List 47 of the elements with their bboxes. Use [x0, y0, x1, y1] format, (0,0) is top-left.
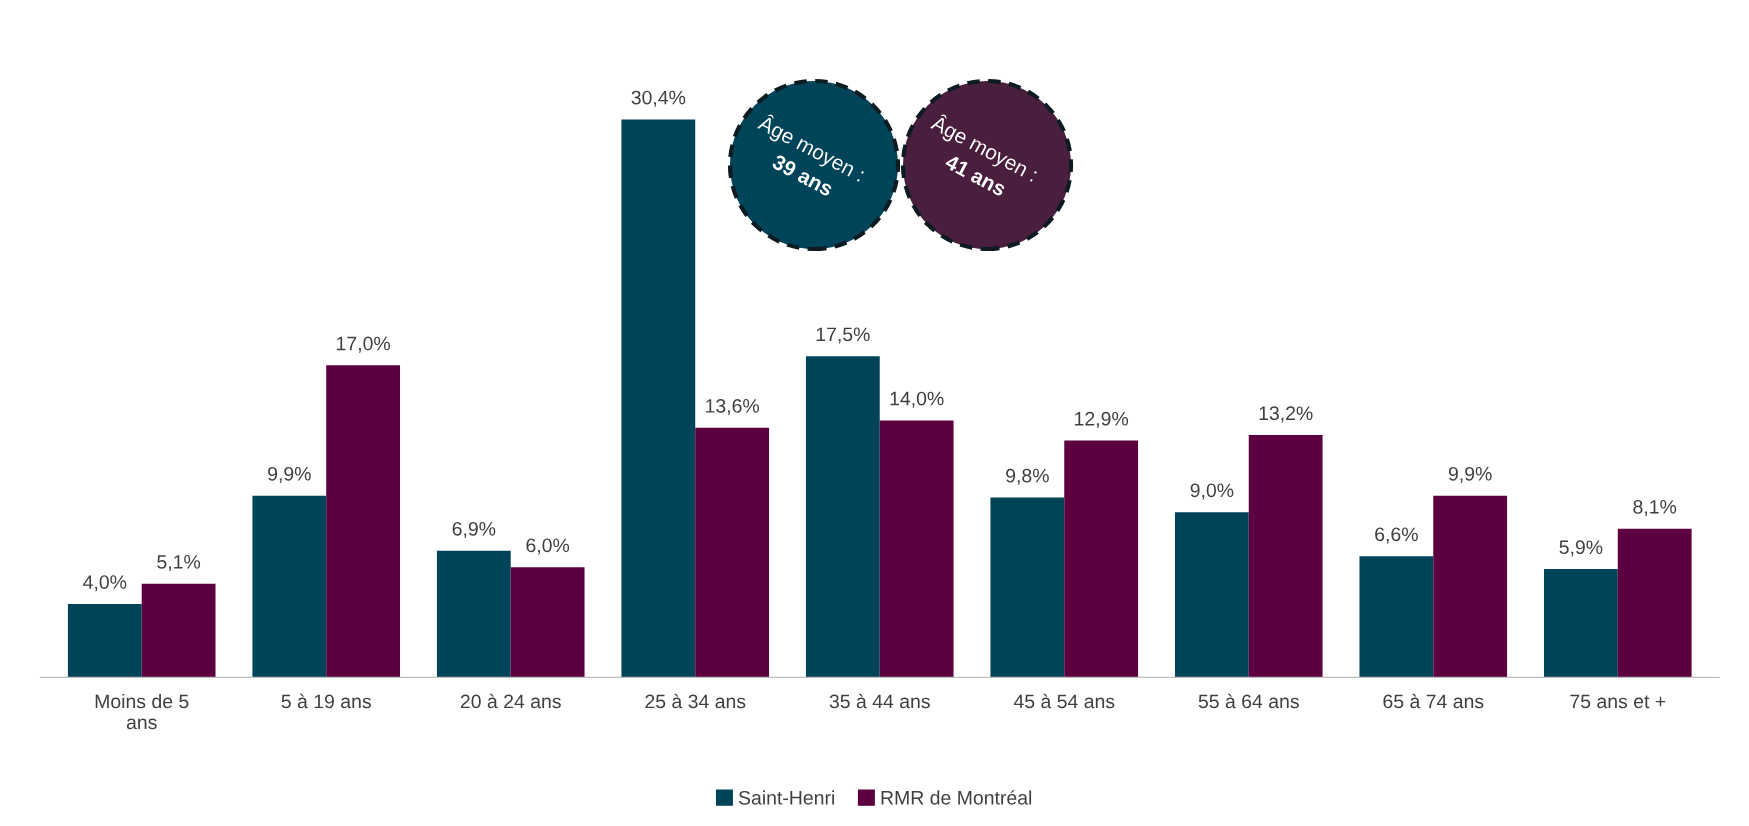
x-tick-label: 35 à 44 ans	[829, 693, 930, 709]
bar	[326, 365, 401, 678]
data-label: 30,4%	[631, 90, 686, 107]
data-label: 9,9%	[268, 466, 311, 483]
x-tick-label: 65 à 74 ans	[1383, 693, 1484, 709]
data-label: 12,9%	[1075, 411, 1129, 428]
x-tick-label: 20 à 24 ans	[460, 693, 561, 709]
bar	[990, 497, 1065, 678]
data-label: 13,2%	[1259, 406, 1313, 423]
data-label: 6,9%	[452, 521, 496, 539]
bar	[1174, 512, 1249, 678]
bar	[879, 420, 954, 678]
bar	[621, 119, 696, 678]
x-tick-label: 45 à 54 ans	[1013, 693, 1115, 709]
x-tick-label: 55 à 64 ans	[1198, 693, 1299, 709]
x-tick-label: 25 à 34 ans	[645, 693, 746, 709]
bar	[695, 427, 770, 678]
data-label: 17,5%	[816, 327, 870, 344]
bar	[67, 603, 142, 678]
data-label: 8,1%	[1633, 499, 1677, 517]
x-tick-label: 75 ans et +	[1570, 694, 1666, 709]
data-label: 13,6%	[706, 399, 760, 416]
data-label: 9,0%	[1190, 483, 1234, 500]
bar	[1248, 435, 1323, 678]
data-label: 14,0%	[890, 391, 944, 408]
data-label: 6,0%	[526, 538, 570, 555]
bar	[141, 583, 216, 678]
bar	[510, 567, 585, 678]
bar	[1543, 569, 1618, 678]
bar	[805, 356, 880, 678]
data-label: 5,9%	[1559, 540, 1603, 557]
bar	[1433, 495, 1508, 678]
data-label: 17,0%	[337, 336, 390, 353]
data-label: 4,0%	[83, 575, 127, 592]
data-label: 5,1%	[157, 555, 201, 572]
bar	[436, 550, 511, 678]
x-tick-label: 5 à 19 ans	[281, 693, 371, 709]
data-label: 9,8%	[1006, 468, 1049, 485]
data-label: 6,6%	[1375, 527, 1418, 544]
data-label: 9,9%	[1448, 466, 1492, 483]
bar	[1359, 556, 1434, 678]
legend-label: Saint-Henri	[738, 790, 834, 805]
bar	[252, 495, 327, 678]
legend-label: RMR de Montréal	[881, 790, 1032, 805]
x-tick-label: Moins de 5 ans	[95, 693, 189, 730]
bar	[1617, 528, 1692, 678]
bar	[1064, 440, 1139, 678]
